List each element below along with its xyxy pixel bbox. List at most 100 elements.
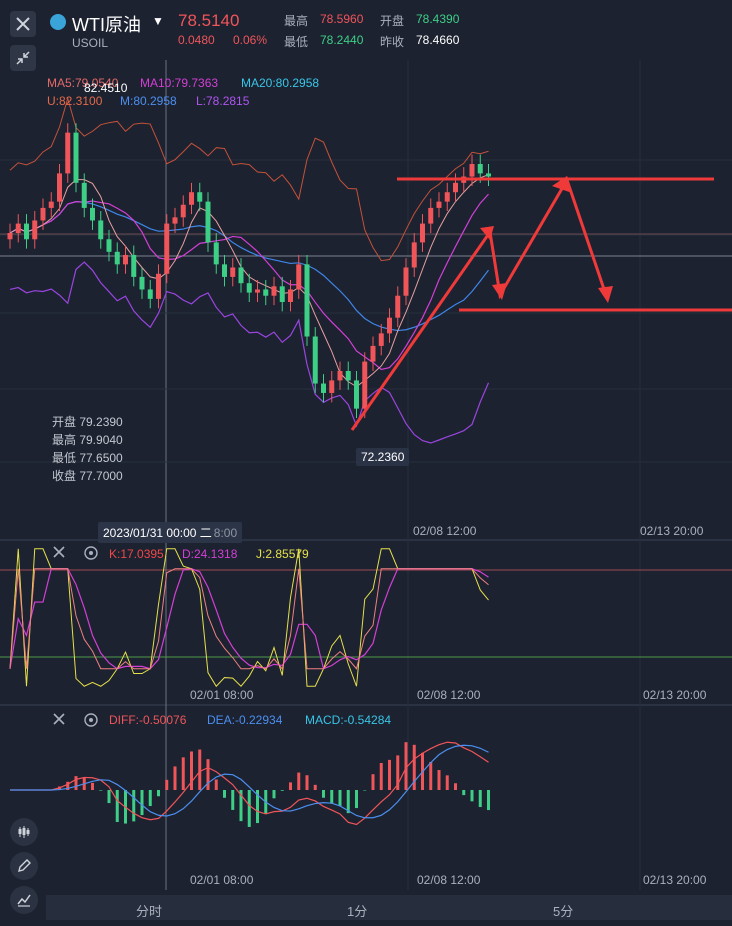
candlestick-icon: [18, 826, 30, 838]
tab-timeshare[interactable]: 分时: [136, 904, 163, 919]
kdj-k: K:17.0395: [109, 547, 164, 561]
ma10-line: [9, 193, 489, 371]
candle-body: [131, 254, 137, 277]
annotation-arrowhead-2: [492, 283, 507, 300]
candle-body: [139, 276, 145, 290]
candle-body: [279, 286, 285, 302]
candle-body: [428, 207, 434, 224]
tab-5min[interactable]: 5分: [553, 904, 574, 919]
candle-body: [230, 267, 236, 277]
candle-body: [81, 182, 87, 208]
high-label: 最高: [284, 14, 309, 28]
candle-body: [246, 283, 252, 293]
candle-body: [172, 217, 178, 224]
boll-mid-line: [9, 201, 489, 332]
candle-body: [403, 267, 409, 296]
kdj-time-3: 02/13 20:00: [643, 688, 707, 702]
candle-body: [32, 220, 38, 240]
macd-settings-icon[interactable]: [83, 712, 99, 733]
open-label: 开盘: [380, 14, 405, 28]
macd-dea-line: [10, 744, 489, 819]
macd-time-3: 02/13 20:00: [643, 873, 707, 887]
candle-body: [180, 204, 186, 218]
symbol-icon: [50, 14, 66, 30]
candle-body: [197, 192, 203, 202]
candle-body: [271, 286, 277, 296]
candle-body: [238, 267, 244, 284]
kdj-close-icon[interactable]: [52, 545, 66, 564]
prev-close-value: 78.4660: [416, 33, 460, 47]
candle-body: [469, 164, 475, 177]
candle-body: [296, 264, 302, 290]
kdj-time-2: 02/08 12:00: [417, 688, 481, 702]
pencil-icon: [18, 859, 31, 872]
candle-body: [123, 254, 128, 265]
shrink-button[interactable]: [10, 45, 36, 71]
annotation-arrowhead-3: [552, 176, 572, 193]
price-change: 0.0480: [178, 33, 215, 47]
ohlc-low: 最低 77.6500: [52, 451, 123, 465]
annotation-arrow-up-1: [350, 231, 492, 431]
legend-ma5: MA5:79.0540: [47, 76, 119, 90]
prev-close-label: 昨收: [380, 35, 405, 49]
candle-body: [106, 239, 112, 252]
candle-body: [205, 201, 211, 243]
candle-body: [40, 207, 46, 221]
candle-type-button[interactable]: [10, 818, 38, 846]
candle-body: [304, 264, 310, 337]
candle-body: [156, 273, 161, 299]
macd-value: MACD:-0.54284: [305, 713, 392, 727]
candle-body: [48, 201, 54, 208]
candle-body: [24, 223, 29, 240]
legend-upper: U:82.3100: [47, 94, 103, 108]
kdj-d: D:24.1318: [182, 547, 238, 561]
macd-dea: DEA:-0.22934: [207, 713, 283, 727]
draw-button[interactable]: [10, 852, 38, 880]
candle-body: [477, 164, 483, 174]
chevron-down-icon[interactable]: ▼: [152, 14, 164, 28]
annotation-arrowhead-1: [480, 226, 494, 240]
legend-lower: L:78.2815: [196, 94, 250, 108]
candle-body: [370, 345, 376, 362]
close-button[interactable]: [10, 11, 36, 37]
annotation-path: [488, 176, 609, 300]
candle-body: [395, 295, 401, 318]
macd-diff: DIFF:-0.50076: [109, 713, 187, 727]
candle-body: [337, 371, 343, 381]
macd-close-icon[interactable]: [52, 712, 66, 731]
candle-body: [436, 201, 442, 208]
candle-body: [312, 336, 318, 384]
boll-lower-line: [9, 261, 490, 444]
time-tick-2: 02/08 12:00: [413, 524, 477, 538]
low-value: 78.2440: [320, 33, 364, 47]
candle-body: [164, 223, 170, 274]
candle-body: [362, 361, 368, 409]
candle-body: [387, 317, 392, 334]
high-value: 78.5960: [320, 12, 364, 26]
legend-ma20: MA20:80.2958: [241, 76, 320, 90]
open-value: 78.4390: [416, 12, 460, 26]
ohlc-open: 开盘 79.2390: [52, 415, 123, 429]
candle-body: [321, 383, 326, 393]
candle-body: [255, 289, 260, 293]
candle-body: [453, 182, 458, 193]
candle-body: [189, 192, 194, 205]
legend-mid: M:80.2958: [120, 94, 177, 108]
candle-body: [90, 207, 95, 221]
kdj-settings-icon[interactable]: [83, 545, 99, 566]
high-price-marker: 82.4510: [84, 81, 128, 95]
crosshair-time: 2023/01/31 00:00 二 8:00: [98, 522, 243, 543]
macd-time-2: 02/08 12:00: [417, 873, 481, 887]
candle-body: [73, 132, 79, 183]
indicator-button[interactable]: [10, 886, 38, 914]
kdj-j: J:2.85579: [256, 547, 309, 561]
candle-body: [98, 220, 104, 240]
symbol-name[interactable]: WTI原油: [72, 15, 141, 35]
tab-1min[interactable]: 1分: [347, 904, 368, 919]
shrink-icon: [16, 51, 30, 65]
candle-body: [329, 380, 335, 393]
trend-line-icon: [17, 894, 31, 907]
kdj-k-line: [9, 568, 489, 670]
macd-time-1: 02/01 08:00: [190, 873, 254, 887]
